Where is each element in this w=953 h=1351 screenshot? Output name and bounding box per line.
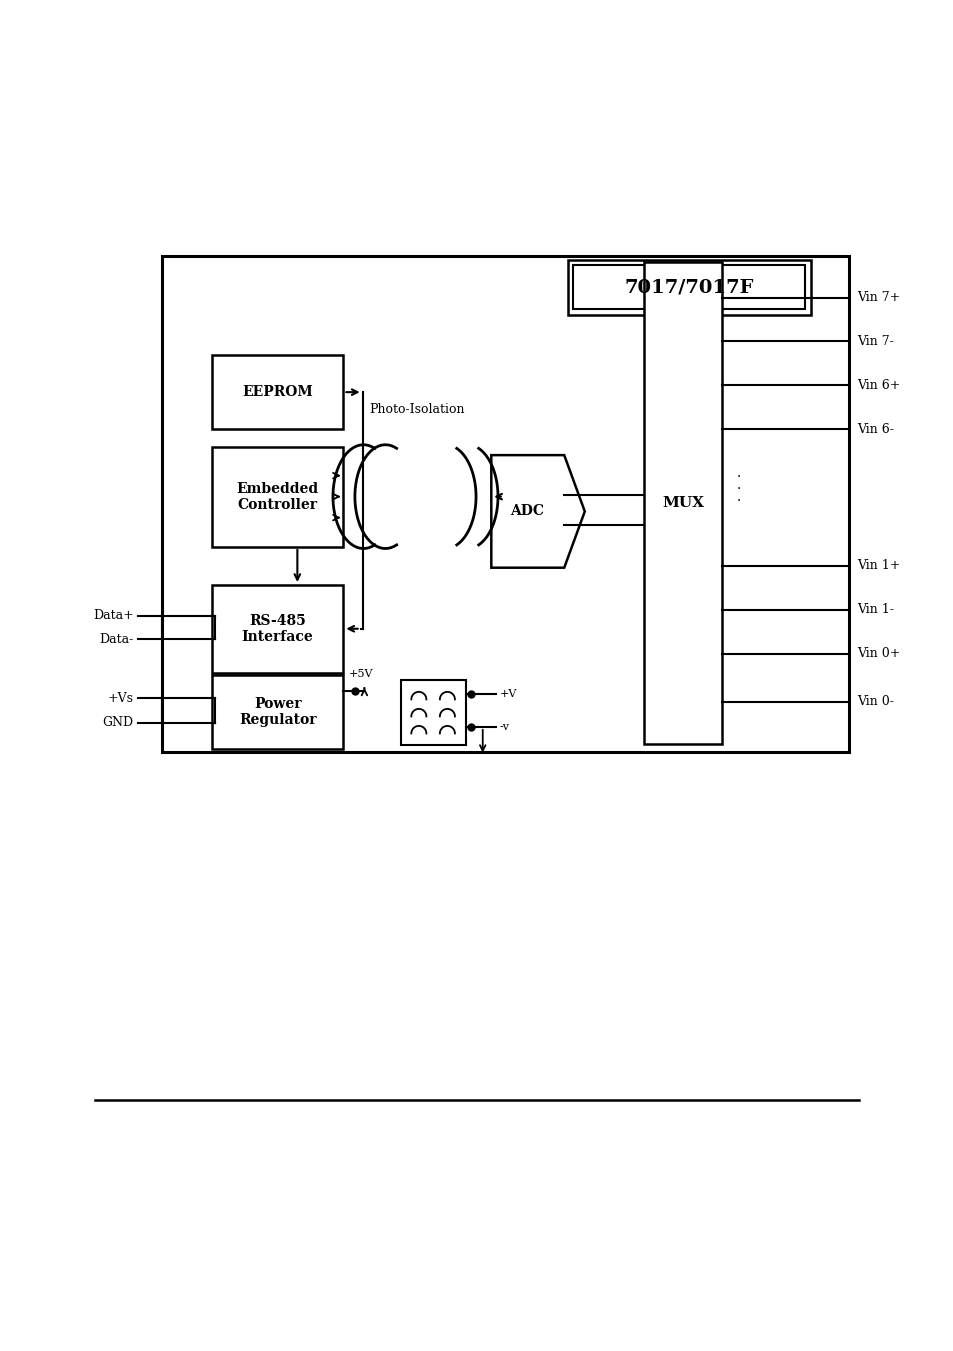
Text: Vin 0-: Vin 0- bbox=[856, 696, 893, 708]
Text: GND: GND bbox=[102, 716, 133, 730]
Bar bbox=[573, 265, 804, 309]
Text: Embedded
Controller: Embedded Controller bbox=[236, 481, 318, 512]
Bar bbox=[643, 262, 721, 744]
Text: -v: -v bbox=[499, 721, 509, 732]
Text: Vin 1+: Vin 1+ bbox=[856, 559, 899, 573]
Text: +5V: +5V bbox=[349, 670, 374, 680]
Bar bbox=[212, 355, 343, 430]
Text: +V: +V bbox=[499, 689, 517, 700]
Bar bbox=[162, 255, 848, 751]
Text: Power
Regulator: Power Regulator bbox=[238, 697, 316, 727]
Text: Vin 7-: Vin 7- bbox=[856, 335, 893, 349]
Text: 7017/7017F: 7017/7017F bbox=[624, 278, 753, 296]
Text: Vin 1-: Vin 1- bbox=[856, 604, 893, 616]
Text: Data+: Data+ bbox=[92, 609, 133, 621]
Text: Photo-Isolation: Photo-Isolation bbox=[369, 403, 464, 416]
Text: Vin 0+: Vin 0+ bbox=[856, 647, 899, 661]
Text: EEPROM: EEPROM bbox=[242, 385, 313, 399]
Text: RS-485
Interface: RS-485 Interface bbox=[241, 613, 314, 644]
Bar bbox=[212, 447, 343, 547]
Bar bbox=[212, 674, 343, 748]
Bar bbox=[212, 585, 343, 673]
Polygon shape bbox=[491, 455, 584, 567]
Text: ADC: ADC bbox=[509, 504, 543, 519]
Text: Vin 6-: Vin 6- bbox=[856, 423, 893, 435]
Text: Vin 6+: Vin 6+ bbox=[856, 378, 899, 392]
Text: Data-: Data- bbox=[99, 632, 133, 646]
Text: +Vs: +Vs bbox=[108, 692, 133, 705]
Text: Vin 7+: Vin 7+ bbox=[856, 290, 899, 304]
Bar bbox=[400, 680, 465, 746]
Bar bbox=[567, 259, 810, 315]
Text: MUX: MUX bbox=[661, 496, 703, 511]
Text: ·
·
·: · · · bbox=[737, 470, 740, 508]
